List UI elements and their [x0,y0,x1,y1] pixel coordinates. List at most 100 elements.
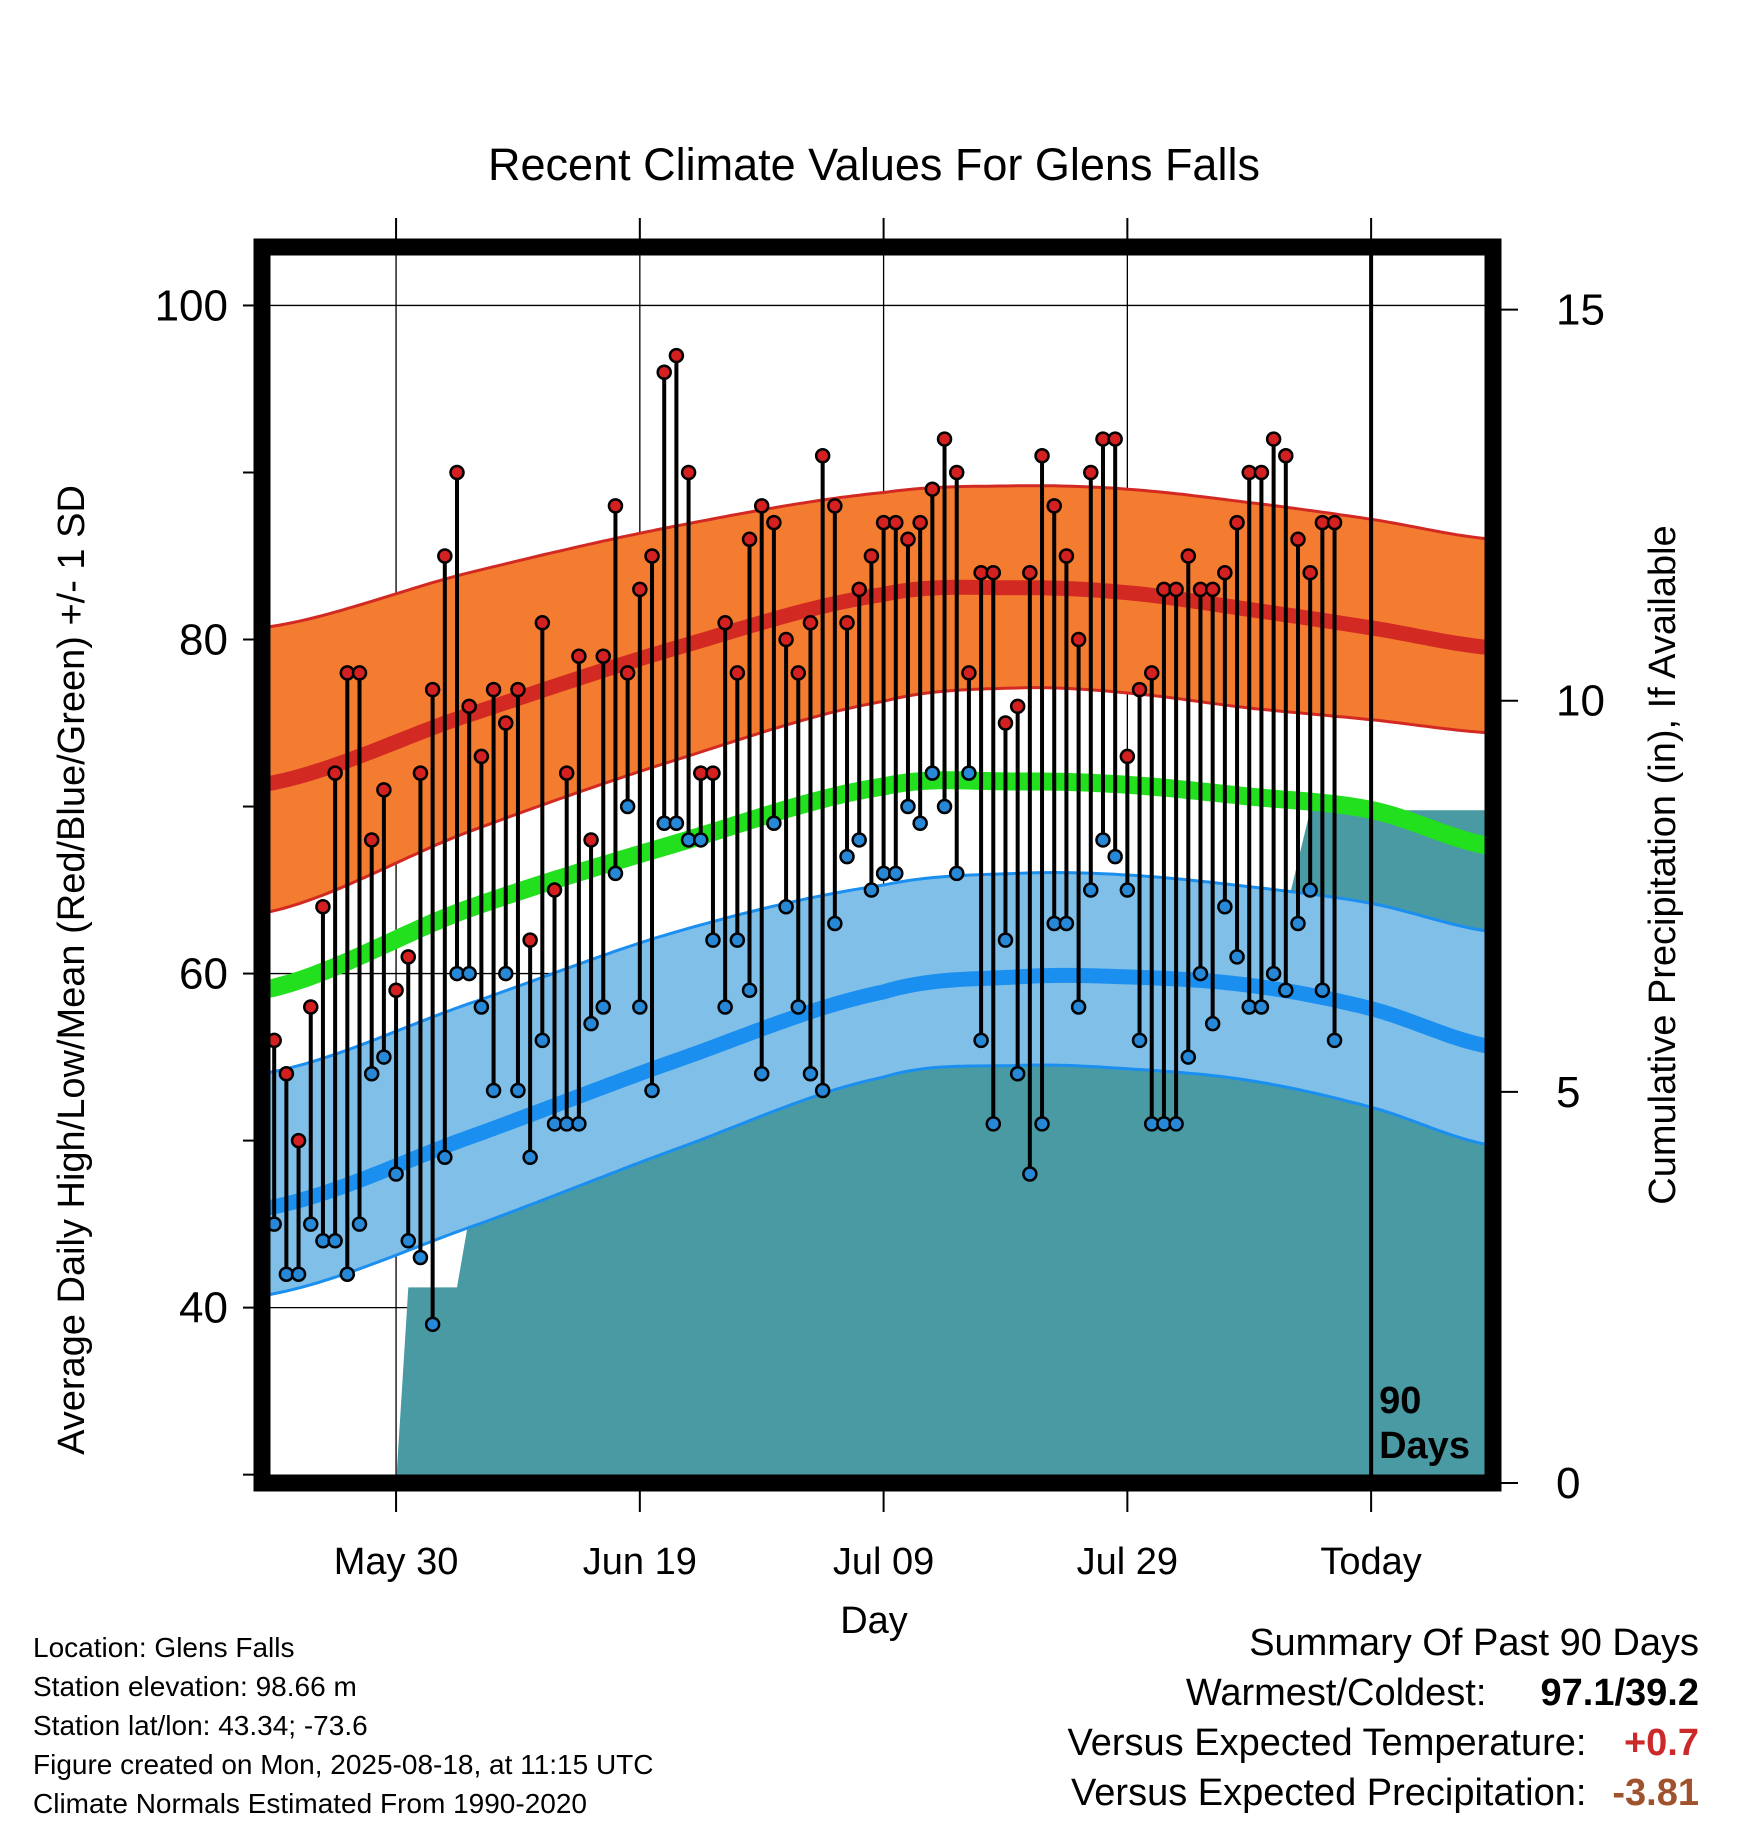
low-point [595,999,612,1015]
high-point [1253,464,1270,481]
low-point [936,798,953,815]
low-point [888,865,904,882]
low-point [778,899,794,915]
y-tick-label-80: 80 [179,616,228,665]
high-point [936,431,953,447]
low-point [900,798,916,815]
high-point [790,665,807,681]
summary-precip-row: Versus Expected Precipitation: -3.81 [1068,1768,1699,1818]
high-point [278,1066,295,1082]
low-point [534,1032,551,1049]
low-point [583,1015,599,1032]
low-point [827,915,843,932]
high-point [851,581,867,598]
high-point [1070,631,1087,648]
low-point [485,1082,502,1099]
low-point [753,1066,770,1082]
low-point [1083,882,1099,898]
low-point [400,1233,417,1249]
low-point [1107,848,1123,865]
low-point [437,1149,453,1166]
high-point [814,448,831,464]
high-point [424,681,441,698]
high-point [900,531,916,548]
summary-warmest-row: Warmest/Coldest: 97.1/39.2 [1068,1668,1699,1718]
precip-value: -3.81 [1612,1772,1699,1814]
low-point [668,815,685,831]
low-point [388,1166,404,1182]
summary-title: Summary Of Past 90 Days [1249,1622,1699,1664]
x-tick-label-3: Jul 29 [1077,1541,1178,1583]
y-tick-label-100: 100 [155,281,228,330]
high-point [351,665,368,681]
high-point [522,932,538,948]
plot-frame [253,238,1502,1492]
latlon-text: Station lat/lon: 43.34; -73.6 [33,1710,368,1741]
low-point [1217,899,1233,915]
x-tick-label-4: Today [1320,1541,1421,1583]
low-point [1058,915,1075,932]
low-point [814,1082,831,1099]
high-point [827,498,843,514]
low-point [510,1082,526,1099]
low-point [961,765,977,781]
normal-bands [260,484,1495,1298]
high-point [948,464,965,481]
x-tick-label-0: May 30 [334,1541,459,1583]
high-point [1058,548,1075,564]
normals-text: Climate Normals Estimated From 1990-2020 [33,1788,587,1819]
low-point [376,1049,392,1065]
high-point [1046,498,1062,514]
low-normal-band-lower-edge [261,1063,1494,1298]
low-point [693,832,709,848]
low-point [1131,1032,1148,1049]
high-point [1180,548,1197,564]
high-point [717,615,733,631]
y2-axis-label: Cumulative Precipitation (in), If Availa… [1642,525,1684,1204]
temp-value: +0.7 [1623,1722,1699,1764]
high-point [327,765,343,781]
location-text: Location: Glens Falls [33,1632,295,1663]
low-point [607,865,624,882]
low-point [1229,949,1245,965]
high-point [400,949,417,965]
high-point [1204,581,1221,598]
low-point [973,1032,989,1049]
low-point [424,1316,441,1333]
low-point [363,1066,380,1082]
high-point [1083,464,1099,481]
high-point [510,681,526,698]
low-point [1168,1116,1184,1132]
high-normal-line [260,579,1494,793]
elevation-text: Station elevation: 98.66 m [33,1671,357,1702]
period-label: 90 [1379,1380,1421,1422]
low-point [473,999,490,1015]
high-point [619,665,636,681]
high-point [644,548,660,564]
summary-temp-row: Versus Expected Temperature: +0.7 [1068,1718,1699,1768]
low-point [1326,1032,1343,1049]
x-tick-label-2: Jul 09 [833,1541,934,1583]
low-point [1253,999,1270,1015]
low-point [997,932,1014,948]
low-point [851,832,867,848]
low-point [741,982,758,999]
low-point [1009,1066,1026,1082]
low-point [571,1116,587,1132]
warmest-label: Warmest/Coldest: [1185,1672,1487,1714]
low-point [717,999,733,1015]
high-point [1290,531,1306,548]
low-point [632,999,648,1015]
high-point [1107,431,1123,447]
low-point [644,1082,660,1099]
high-point [485,681,502,698]
high-point [498,715,514,731]
low-point [1204,1015,1221,1032]
y2-tick-label-0: 0 [1556,1459,1580,1508]
high-point [376,782,392,798]
low-point [498,965,514,982]
low-point [863,882,880,898]
low-point [1192,965,1209,982]
